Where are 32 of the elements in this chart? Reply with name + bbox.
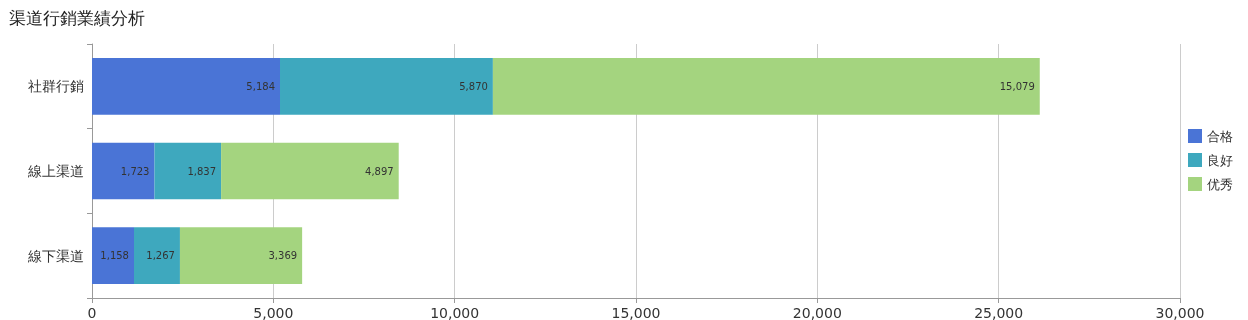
x-tick-label: 20,000 [792, 305, 842, 320]
bar [280, 57, 493, 115]
data-label: 5,184 [246, 80, 276, 92]
bar [92, 227, 134, 285]
data-label: 3,369 [268, 250, 298, 262]
bar [492, 57, 1040, 115]
data-label: 5,870 [459, 80, 488, 92]
bar [92, 142, 155, 200]
x-tick-label: 15,000 [611, 305, 661, 320]
bar [221, 142, 399, 200]
x-tick-label: 10,000 [430, 305, 480, 320]
x-tick-label: 30,000 [1155, 305, 1205, 320]
bar [92, 57, 281, 115]
data-label: 1,837 [187, 165, 217, 177]
data-label: 1,267 [146, 250, 175, 262]
bar [179, 227, 303, 285]
data-label: 1,723 [120, 165, 150, 177]
legend-label: 良好 [1207, 152, 1233, 168]
bar [134, 227, 180, 285]
bar [154, 142, 222, 200]
legend-label: 优秀 [1207, 176, 1233, 192]
x-tick-label: 5,000 [253, 305, 294, 320]
y-tick-label: 線上渠道 [27, 163, 84, 179]
chart-title: 渠道行銷業績分析 [9, 7, 145, 28]
data-label: 1,158 [100, 250, 129, 262]
data-label: 4,897 [365, 165, 394, 177]
x-tick-label: 0 [87, 305, 97, 320]
x-tick-label: 25,000 [974, 305, 1024, 320]
y-tick-label: 社群行銷 [28, 78, 84, 95]
data-label: 15,079 [999, 80, 1035, 92]
legend-label: 合格 [1207, 128, 1233, 144]
y-tick-label: 線下渠道 [27, 247, 84, 264]
